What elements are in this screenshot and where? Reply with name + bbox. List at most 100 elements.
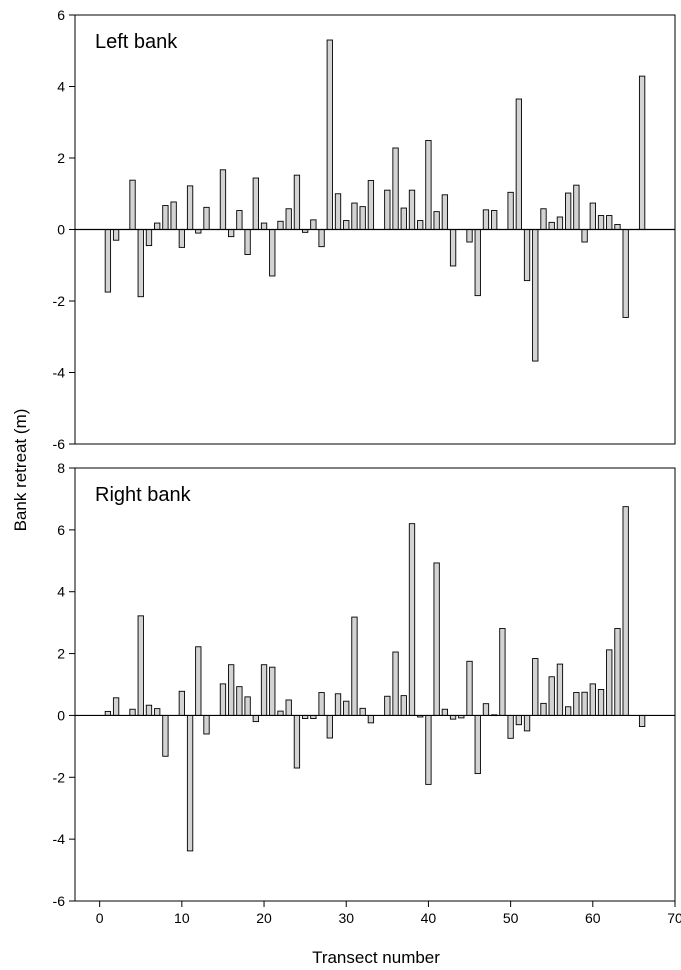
bar	[170, 201, 177, 230]
bar	[507, 714, 514, 739]
bar	[392, 651, 399, 716]
bar	[129, 179, 136, 230]
bar	[154, 222, 161, 230]
y-tick-label: 0	[57, 707, 65, 723]
bar	[622, 506, 629, 716]
panel-label: Right bank	[95, 484, 192, 506]
y-tick-label: -2	[53, 293, 66, 309]
bar	[581, 691, 588, 716]
bar	[236, 686, 243, 716]
bar	[318, 692, 325, 716]
bar	[219, 169, 227, 230]
y-tick-label: -4	[53, 831, 66, 847]
bar	[186, 185, 194, 230]
bar	[260, 222, 268, 230]
bar	[441, 194, 449, 230]
bar	[326, 714, 333, 739]
bar	[614, 628, 621, 716]
bar	[491, 210, 498, 230]
bar	[417, 220, 424, 230]
bar	[638, 75, 646, 230]
y-axis-title: Bank retreat (m)	[11, 409, 30, 532]
bar	[482, 703, 490, 716]
y-tick-label: -6	[53, 893, 66, 909]
bar	[351, 616, 358, 716]
bar	[343, 220, 350, 230]
bar	[532, 658, 539, 716]
x-tick-label: 70	[667, 910, 681, 926]
bar	[606, 215, 613, 230]
plot-frame	[74, 467, 676, 902]
bar	[129, 708, 136, 716]
bar	[515, 98, 522, 230]
bar	[589, 202, 596, 230]
bar	[244, 696, 251, 716]
bar	[277, 220, 284, 230]
bar	[145, 229, 153, 247]
bar	[589, 683, 596, 716]
bar	[285, 699, 292, 716]
bar	[186, 714, 194, 852]
bar	[260, 664, 268, 716]
bar	[252, 177, 259, 230]
bar	[433, 562, 440, 716]
bar	[540, 208, 547, 230]
y-tick-label: -6	[53, 436, 66, 452]
bar	[384, 695, 391, 716]
bar	[392, 147, 399, 230]
bar	[606, 649, 613, 716]
bar	[466, 660, 473, 716]
bar	[597, 215, 605, 230]
bar	[334, 693, 342, 716]
bar	[252, 714, 259, 723]
bar	[556, 216, 564, 230]
bar	[408, 523, 416, 716]
x-tick-label: 10	[174, 910, 190, 926]
bar	[548, 676, 555, 716]
bar	[112, 229, 120, 241]
bar	[400, 207, 407, 230]
bar	[334, 193, 342, 230]
x-tick-label: 0	[96, 910, 104, 926]
bar	[236, 210, 243, 230]
bar	[112, 697, 120, 716]
bar	[367, 714, 375, 724]
bar	[384, 189, 391, 230]
panel-label: Left bank	[95, 31, 178, 53]
bar	[581, 229, 588, 243]
bar	[228, 229, 235, 238]
bar	[565, 192, 572, 230]
y-tick-label: 2	[57, 646, 65, 662]
bar	[499, 628, 506, 716]
bar	[154, 708, 161, 716]
y-tick-label: -4	[53, 365, 66, 381]
bar	[425, 140, 432, 230]
bar	[293, 714, 301, 769]
bar	[433, 211, 440, 230]
bar	[548, 221, 555, 230]
bar	[556, 663, 564, 716]
bar	[540, 702, 547, 716]
x-tick-label: 20	[256, 910, 272, 926]
bar	[318, 229, 325, 248]
bar	[474, 229, 481, 297]
bar	[441, 708, 449, 716]
bar	[104, 710, 112, 716]
x-axis-title: Transect number	[312, 948, 440, 967]
x-tick-label: 60	[585, 910, 601, 926]
x-tick-label: 30	[338, 910, 354, 926]
bar	[219, 683, 227, 716]
bar	[515, 714, 522, 726]
bar	[162, 205, 169, 230]
y-tick-label: 2	[57, 150, 65, 166]
bar	[310, 219, 317, 230]
bar	[178, 229, 185, 248]
bar	[638, 714, 646, 728]
bar	[269, 666, 276, 716]
bar	[523, 714, 531, 732]
bar	[244, 229, 251, 255]
bar	[269, 229, 276, 277]
bar	[277, 710, 284, 716]
